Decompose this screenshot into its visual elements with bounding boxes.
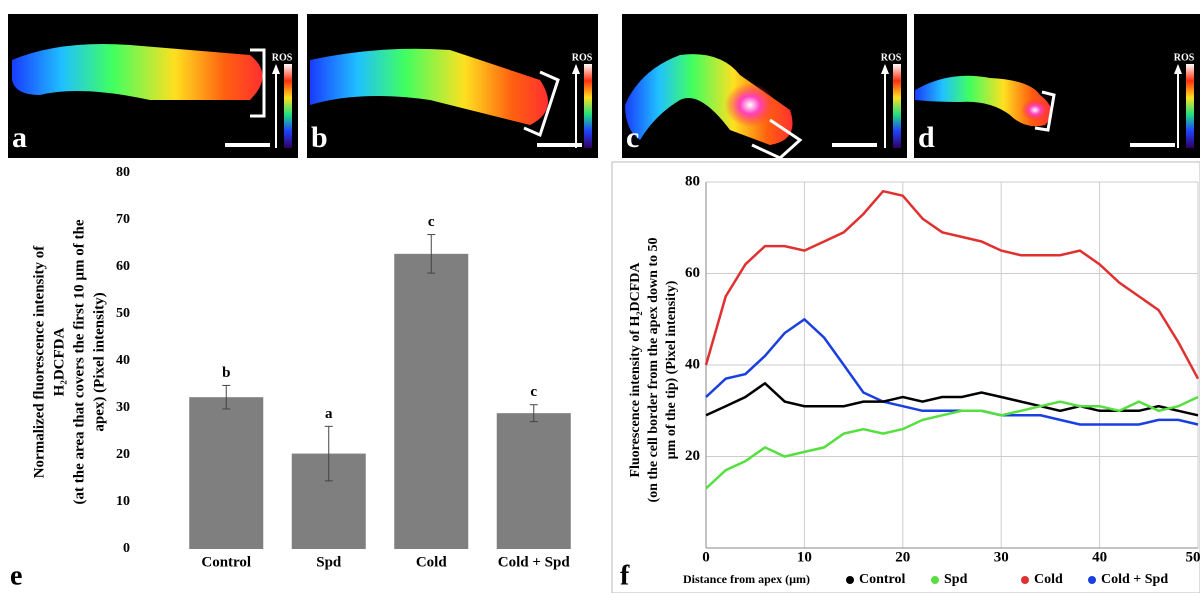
line xyxy=(705,395,1199,490)
y-tick-label: 30 xyxy=(116,400,130,415)
y-tick-label: 80 xyxy=(116,165,130,180)
y-tick-label: 60 xyxy=(685,265,700,281)
panel-label: b xyxy=(311,121,328,154)
bar xyxy=(394,253,469,549)
panel-label: d xyxy=(918,121,935,154)
y-tick-label: 0 xyxy=(123,541,130,556)
x-tick-label: 30 xyxy=(994,549,1009,565)
hotspot xyxy=(725,83,775,127)
y-tick-label: 40 xyxy=(116,353,130,368)
hotspot xyxy=(1021,99,1049,121)
legend-marker xyxy=(1088,576,1096,584)
y-axis-label: (at the area that covers the first 10 µm… xyxy=(71,219,87,504)
x-tick-label: Cold + Spd xyxy=(498,554,571,570)
x-tick-label: 50 xyxy=(1186,549,1200,565)
x-tick-label: Spd xyxy=(316,554,342,570)
micrographs xyxy=(8,14,1200,160)
y-tick-label: 40 xyxy=(685,356,700,372)
colorbar-label: ROS xyxy=(1174,52,1195,63)
legend-label: Cold + Spd xyxy=(1101,572,1168,587)
colorbar xyxy=(1186,64,1194,148)
panel-label: e xyxy=(10,560,22,591)
panel-label: c xyxy=(626,121,639,154)
y-tick-label: 60 xyxy=(116,259,130,274)
line xyxy=(704,189,1200,380)
x-tick-label: Control xyxy=(201,554,251,570)
y-axis-label: Fluorescence intensity of H₂DCFDA xyxy=(628,262,643,478)
bar xyxy=(496,413,571,549)
legend-label: Cold xyxy=(1034,572,1063,587)
x-tick-label: Cold xyxy=(416,554,448,570)
legend-label: Spd xyxy=(944,572,968,587)
panel-label: f xyxy=(620,560,630,591)
y-tick-label: 20 xyxy=(116,447,130,462)
colorbar-label: ROS xyxy=(272,52,293,63)
annotation: a xyxy=(325,406,333,422)
y-tick-label: 10 xyxy=(116,494,130,509)
charts: e Normalized fluorescence intensity of H₂D… xyxy=(10,161,1200,593)
y-axis-label: H₂DCFDA xyxy=(51,328,67,397)
x-tick-label: 10 xyxy=(797,549,812,565)
legend-marker xyxy=(1021,576,1029,584)
cell xyxy=(310,48,548,125)
y-axis-label: µm of the tip) (Pixel intensity) xyxy=(664,280,679,459)
y-tick-label: 80 xyxy=(685,173,700,189)
y-axis-label: Normalized fluorescence intensity of xyxy=(31,245,47,479)
x-tick-label: 40 xyxy=(1092,549,1107,565)
x-tick-label: 0 xyxy=(702,549,710,565)
x-tick-label: 20 xyxy=(895,549,910,565)
panel-label: a xyxy=(12,121,27,154)
colorbar-label: ROS xyxy=(572,52,593,63)
y-tick-label: 50 xyxy=(116,306,130,321)
legend-marker xyxy=(931,576,939,584)
apex-brackets xyxy=(250,48,1056,160)
colorbar xyxy=(284,64,292,148)
annotation: b xyxy=(222,365,230,381)
cell xyxy=(12,44,263,100)
arrow-head xyxy=(881,64,889,74)
x-axis-label: Distance from apex (µm) xyxy=(683,572,810,586)
y-tick-label: 70 xyxy=(116,212,130,227)
cell xyxy=(915,75,1052,127)
arrow-head xyxy=(572,64,580,74)
micrograph-labels: a ROS b ROS c ROS d ROS xyxy=(12,52,1195,154)
legend-label: Control xyxy=(859,572,906,587)
bar xyxy=(189,397,264,549)
colorbar xyxy=(584,64,592,148)
annotation: c xyxy=(428,214,435,230)
y-axis-label: (on the cell border from the apex down t… xyxy=(646,237,661,502)
legend-marker xyxy=(846,576,854,584)
annotation: c xyxy=(530,384,537,400)
colorbar-label: ROS xyxy=(881,52,902,63)
arrow-head xyxy=(272,64,280,74)
arrow-head xyxy=(1174,64,1182,74)
plot-frame xyxy=(611,161,1200,593)
y-tick-label: 20 xyxy=(685,448,700,464)
colorbar xyxy=(893,64,901,148)
y-axis-label: apex) (Pixel intensity) xyxy=(91,292,107,431)
line xyxy=(705,317,1199,426)
